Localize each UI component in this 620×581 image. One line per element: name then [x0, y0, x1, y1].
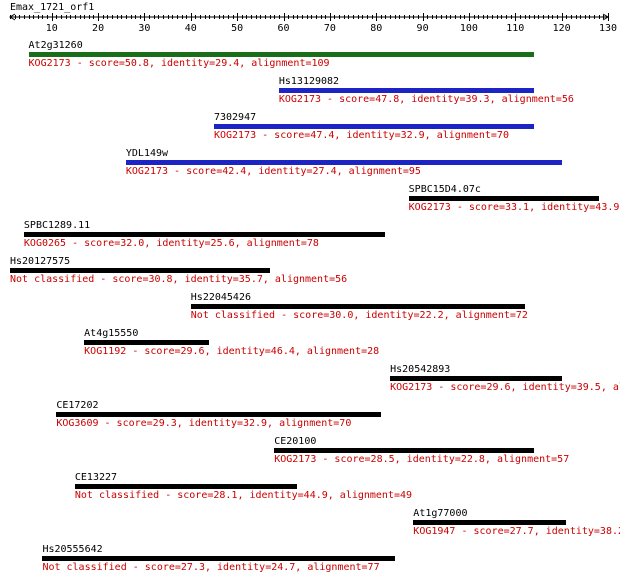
tick-label: 110 [506, 23, 524, 34]
query-name: Emax_1721_orf1 [10, 2, 95, 13]
hit-name: Hs20127575 [10, 256, 71, 267]
hit-bar [10, 268, 270, 273]
hit-description: KOG1192 - score=29.6, identity=46.4, ali… [84, 346, 380, 357]
hit-description: KOG2173 - score=47.8, identity=39.3, ali… [278, 94, 574, 105]
tick-label: 90 [417, 23, 429, 34]
hit-name: Hs13129082 [278, 76, 340, 87]
hit-name: YDL149w [125, 148, 169, 159]
hit-bar [23, 232, 386, 237]
hit-description: KOG2173 - score=50.8, identity=29.4, ali… [28, 58, 330, 69]
tick-label: 120 [553, 23, 571, 34]
hit-name: CE13227 [74, 472, 118, 483]
tick-label: 60 [277, 23, 289, 34]
tick-label: 10 [46, 23, 58, 34]
hit-bar [408, 196, 599, 201]
tick-label: 80 [370, 23, 382, 34]
hit-name: Hs22045426 [190, 292, 251, 303]
hit-description: KOG2173 - score=29.6, identity=39.5, al [390, 382, 620, 393]
hit-name: At4g15550 [84, 328, 139, 339]
hit-description: KOG2173 - score=47.4, identity=32.9, ali… [213, 130, 509, 141]
tick-label: 70 [324, 23, 336, 34]
hit-bar [56, 412, 381, 417]
hit-description: KOG3609 - score=29.3, identity=32.9, ali… [56, 418, 352, 429]
sequence-ruler: 10 20 30 40 50 60 70 80 90 100 110 120 130 [9, 13, 617, 34]
hit-description: KOG1947 - score=27.7, identity=38.2 [413, 526, 620, 537]
hit-description: Not classified - score=27.3, identity=24… [42, 562, 380, 573]
hit-bar [413, 520, 567, 525]
tick-label: 20 [92, 23, 104, 34]
tick-label: 30 [138, 23, 150, 34]
hit-name: SPBC1289.11 [23, 220, 91, 231]
tick-label: 130 [599, 23, 617, 34]
hit-bar [278, 88, 534, 93]
hit-description: Not classified - score=30.8, identity=35… [10, 274, 348, 285]
hit-bar [74, 484, 298, 489]
hit-name: CE17202 [56, 400, 99, 411]
hit-name: 7302947 [213, 112, 257, 123]
hit-bar [28, 52, 534, 57]
hit-name: At2g31260 [28, 40, 83, 51]
hit-description: KOG2173 - score=28.5, identity=22.8, ali… [274, 454, 570, 465]
hit-bar [42, 556, 395, 561]
hit-description: KOG2173 - score=33.1, identity=43.9, [408, 202, 620, 213]
hit-description: KOG0265 - score=32.0, identity=25.6, ali… [23, 238, 319, 249]
hit-bar [84, 340, 210, 345]
hit-bar [190, 304, 525, 309]
hit-bar [390, 376, 562, 381]
hit-name: At1g77000 [413, 508, 468, 519]
hit-bar [125, 160, 562, 165]
tick-label: 100 [460, 23, 478, 34]
hit-bar [274, 448, 534, 453]
hit-name: Hs20542893 [390, 364, 451, 375]
hit-description: KOG2173 - score=42.4, identity=27.4, ali… [125, 166, 421, 177]
tick-label: 40 [185, 23, 197, 34]
hit-bar [213, 124, 534, 129]
tick-label: 50 [231, 23, 243, 34]
hit-name: CE20100 [274, 436, 317, 447]
hit-name: Hs20555642 [42, 544, 103, 555]
hit-name: SPBC15D4.07c [408, 184, 481, 195]
hit-description: Not classified - score=28.1, identity=44… [74, 490, 413, 501]
hit-description: Not classified - score=30.0, identity=22… [190, 310, 528, 321]
